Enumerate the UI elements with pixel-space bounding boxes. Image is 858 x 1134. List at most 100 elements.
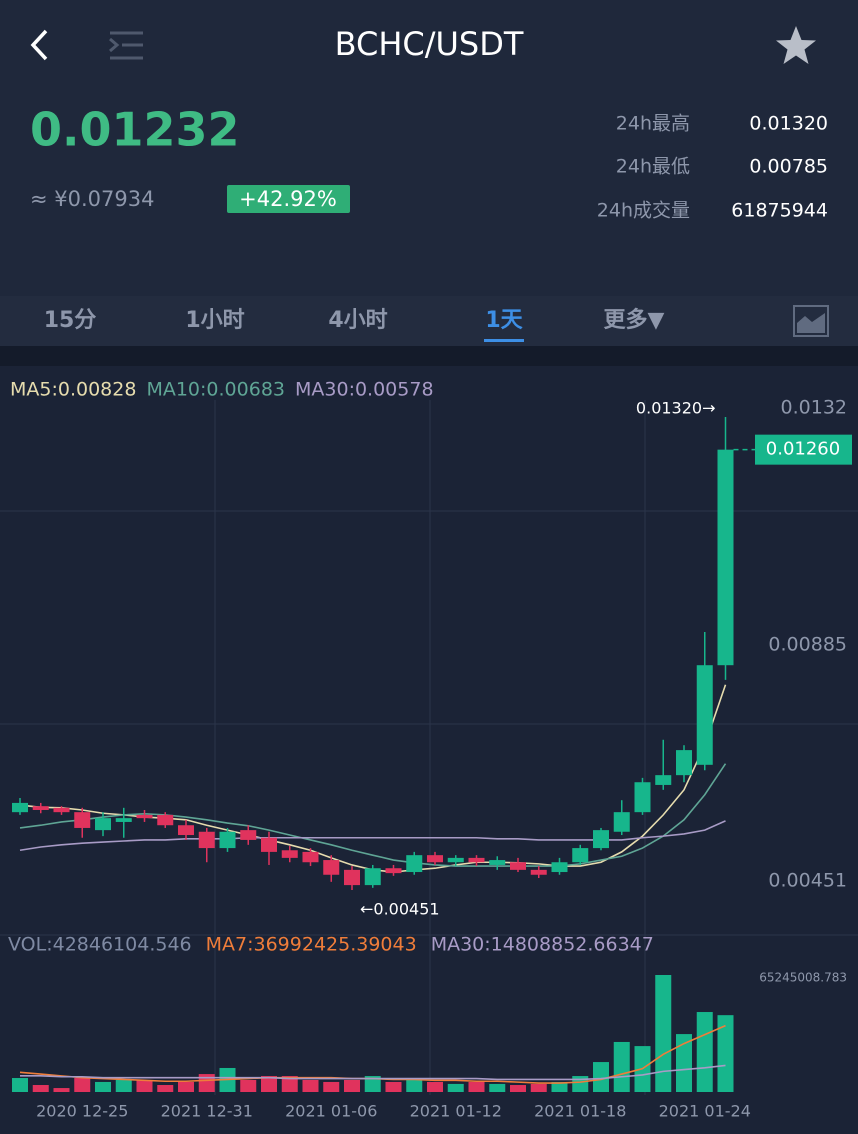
x-tick-label: 2021 01-18 bbox=[534, 1102, 626, 1121]
last-price: 0.01232 bbox=[30, 103, 240, 157]
candle-body bbox=[489, 860, 506, 865]
stat-label: 24h成交量 bbox=[597, 200, 690, 222]
tab[interactable]: 更多▼ bbox=[604, 307, 665, 333]
volume-bar bbox=[261, 1076, 277, 1092]
candle-body bbox=[696, 665, 713, 765]
back-button[interactable] bbox=[30, 29, 48, 61]
volume-bar bbox=[281, 1076, 298, 1092]
volume-bar bbox=[198, 1074, 215, 1092]
tab[interactable]: 1天 bbox=[485, 308, 523, 333]
stat-value: 0.01320 bbox=[749, 113, 828, 135]
volume-bar bbox=[53, 1088, 70, 1092]
high-annotation: 0.01320→ bbox=[636, 399, 716, 418]
volume-bar bbox=[427, 1081, 443, 1092]
last-price-label: 0.01260 bbox=[766, 439, 840, 460]
candle-body bbox=[385, 868, 402, 874]
volume-bar bbox=[364, 1076, 381, 1092]
volume-bar bbox=[344, 1079, 360, 1092]
volume-bar bbox=[717, 1015, 734, 1092]
volume-bar bbox=[468, 1081, 485, 1092]
candle-body bbox=[136, 814, 153, 819]
tabs-bg bbox=[0, 296, 858, 346]
candle-body bbox=[302, 851, 319, 863]
candle-body bbox=[12, 802, 28, 813]
ma-legend: MA30:0.00578 bbox=[295, 379, 434, 401]
candle-body bbox=[468, 857, 485, 863]
ma-legend: MA5:0.00828 bbox=[10, 379, 136, 401]
volume-bar bbox=[447, 1083, 464, 1092]
candle-body bbox=[406, 855, 423, 873]
x-tick-label: 2021 01-12 bbox=[410, 1102, 502, 1121]
volume-bar bbox=[613, 1041, 630, 1092]
tab-underline bbox=[484, 339, 524, 342]
vol-tick-label: 65245008.783 bbox=[759, 971, 847, 985]
volume-bar bbox=[157, 1085, 174, 1092]
ma-line bbox=[19, 684, 727, 873]
menu-button[interactable] bbox=[109, 31, 143, 60]
volume-bar bbox=[302, 1079, 319, 1092]
y-tick-label: 0.00451 bbox=[768, 870, 847, 892]
vol-ma-line bbox=[20, 1064, 726, 1081]
candle-body bbox=[655, 775, 672, 785]
volume-bar bbox=[551, 1081, 568, 1092]
candle-body bbox=[717, 449, 734, 666]
candle-body bbox=[198, 831, 215, 849]
candle-body bbox=[323, 860, 340, 875]
last-price-tag bbox=[755, 434, 852, 465]
candle-body bbox=[634, 782, 651, 813]
ma-legend: MA10:0.00683 bbox=[146, 379, 285, 401]
stat-label: 24h最低 bbox=[616, 156, 690, 178]
candle-body bbox=[676, 750, 692, 776]
title: BCHC/USDT bbox=[335, 25, 524, 63]
x-tick-label: 2021 01-24 bbox=[659, 1102, 751, 1121]
header-bg bbox=[0, 0, 858, 296]
volume-bar bbox=[178, 1081, 194, 1092]
x-tick-label: 2021 01-06 bbox=[285, 1102, 377, 1121]
chart-type-button[interactable] bbox=[793, 305, 829, 337]
candle-body bbox=[344, 869, 360, 886]
candle-body bbox=[32, 806, 49, 810]
volume-bar bbox=[696, 1012, 713, 1092]
candle-body bbox=[510, 862, 526, 870]
volume-bar bbox=[385, 1081, 402, 1092]
ma-line bbox=[19, 763, 727, 867]
candle-body bbox=[572, 848, 589, 863]
x-tick-label: 2021 12-31 bbox=[161, 1102, 253, 1121]
volume-bar bbox=[136, 1079, 153, 1092]
volume-bar bbox=[74, 1078, 91, 1092]
volume-bar bbox=[489, 1083, 506, 1092]
candle-body bbox=[551, 862, 568, 873]
tab[interactable]: 15分 bbox=[44, 308, 97, 333]
low-annotation: ←0.00451 bbox=[360, 900, 440, 919]
volume-bar bbox=[593, 1062, 609, 1092]
volume-bar bbox=[240, 1079, 257, 1092]
candle-body bbox=[281, 850, 298, 858]
candle-body bbox=[157, 814, 174, 826]
candle-body bbox=[240, 830, 257, 840]
tab[interactable]: 1小时 bbox=[185, 308, 244, 333]
candle-body bbox=[53, 807, 70, 813]
volume-bar bbox=[655, 975, 672, 1092]
volume-bar bbox=[406, 1079, 423, 1092]
vol-legend: MA7:36992425.39043 bbox=[206, 934, 417, 956]
volume-bar bbox=[95, 1081, 111, 1092]
volume-bar bbox=[115, 1079, 132, 1092]
stat-value: 61875944 bbox=[731, 200, 828, 222]
stat-label: 24h最高 bbox=[616, 113, 690, 135]
volume-bar bbox=[510, 1085, 526, 1092]
stat-value: 0.00785 bbox=[749, 156, 828, 178]
grid bbox=[0, 400, 858, 1095]
candle-body bbox=[593, 830, 609, 849]
tab[interactable]: 4小时 bbox=[328, 308, 387, 333]
candle-body bbox=[447, 857, 464, 863]
y-tick-label: 0.0132 bbox=[781, 397, 847, 419]
candle-body bbox=[95, 818, 111, 831]
x-tick-label: 2020 12-25 bbox=[36, 1102, 128, 1121]
candle-body bbox=[178, 825, 194, 836]
candle-body bbox=[427, 855, 443, 863]
cny-price: ≈ ¥0.07934 bbox=[30, 187, 154, 211]
candle-body bbox=[219, 831, 236, 849]
favorite-star[interactable] bbox=[776, 26, 816, 64]
